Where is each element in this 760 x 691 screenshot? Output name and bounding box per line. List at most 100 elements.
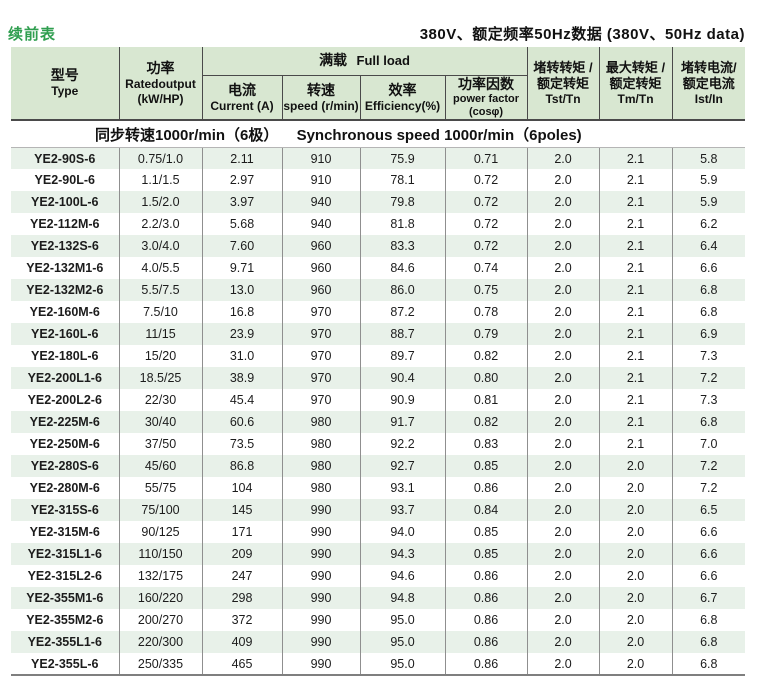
- cell-type: YE2-355M1-6: [11, 587, 119, 610]
- cell-tst_tn: 2.0: [526, 411, 600, 434]
- cell-current: 45.4: [201, 389, 282, 412]
- cell-ist_in: 7.0: [671, 433, 746, 456]
- cell-current: 86.8: [201, 455, 282, 478]
- cell-power_factor: 0.72: [444, 169, 528, 192]
- cell-current: 60.6: [201, 411, 282, 434]
- cell-speed: 970: [281, 301, 360, 324]
- speed-en: speed (r/min): [283, 98, 359, 113]
- cell-tm_tn: 2.1: [598, 213, 673, 236]
- cell-power_factor: 0.82: [444, 411, 528, 434]
- cell-tst_tn: 2.0: [526, 455, 600, 478]
- cell-tst_tn: 2.0: [526, 543, 600, 566]
- cell-efficiency: 93.1: [359, 477, 445, 500]
- cell-ist_in: 6.2: [671, 213, 746, 236]
- cell-tm_tn: 2.1: [598, 279, 673, 302]
- column-header-current: 电流 Current (A): [201, 75, 282, 122]
- cell-power_factor: 0.85: [444, 543, 528, 566]
- cell-ist_in: 7.2: [671, 477, 746, 500]
- cell-type: YE2-355M2-6: [11, 609, 119, 632]
- cell-current: 2.97: [201, 169, 282, 192]
- cell-power_factor: 0.82: [444, 345, 528, 368]
- cell-power_factor: 0.86: [444, 653, 528, 677]
- table-row: YE2-315L2-6 132/175 247 990 94.6 0.86 2.0 2.0 6.…: [11, 565, 746, 588]
- cell-ist_in: 6.8: [671, 279, 746, 302]
- cell-efficiency: 95.0: [359, 631, 445, 654]
- motor-spec-table: 型号 Type 功率 Ratedoutput (kW/HP) 满载 Full l…: [11, 47, 746, 677]
- cell-power: 1.5/2.0: [118, 191, 202, 214]
- cell-current: 409: [201, 631, 282, 654]
- cell-tm_tn: 2.0: [598, 499, 673, 522]
- tst-tn-en: Tst/Tn: [545, 91, 581, 106]
- table-row: YE2-315M-6 90/125 171 990 94.0 0.85 2.0 2.0 6.6: [11, 521, 746, 544]
- tm-tn-en: Tm/Tn: [617, 91, 654, 106]
- cell-efficiency: 86.0: [359, 279, 445, 302]
- cell-efficiency: 94.3: [359, 543, 445, 566]
- cell-speed: 970: [281, 389, 360, 412]
- cell-current: 16.8: [201, 301, 282, 324]
- cell-tst_tn: 2.0: [526, 301, 600, 324]
- cell-power: 1.1/1.5: [118, 169, 202, 192]
- cell-efficiency: 91.7: [359, 411, 445, 434]
- cell-tst_tn: 2.0: [526, 257, 600, 280]
- cell-ist_in: 7.3: [671, 345, 746, 368]
- cell-power: 37/50: [118, 433, 202, 456]
- cell-current: 5.68: [201, 213, 282, 236]
- cell-current: 9.71: [201, 257, 282, 280]
- cell-speed: 990: [281, 609, 360, 632]
- tm-tn-zh1: 最大转矩 /: [605, 60, 666, 76]
- cell-tst_tn: 2.0: [526, 367, 600, 390]
- cell-tm_tn: 2.0: [598, 477, 673, 500]
- table-row: YE2-160L-6 11/15 23.9 970 88.7 0.79 2.0 2.1 6.9: [11, 323, 746, 346]
- full-load-en: Full load: [356, 52, 410, 68]
- cell-current: 7.60: [201, 235, 282, 258]
- cell-type: YE2-100L-6: [11, 191, 119, 214]
- cell-tm_tn: 2.1: [598, 389, 673, 412]
- cell-tm_tn: 2.0: [598, 455, 673, 478]
- cell-type: YE2-112M-6: [11, 213, 119, 236]
- cell-current: 38.9: [201, 367, 282, 390]
- cell-power_factor: 0.84: [444, 499, 528, 522]
- cell-speed: 990: [281, 653, 360, 677]
- cell-type: YE2-90S-6: [11, 147, 119, 170]
- power-factor-zh: 功率因数: [458, 75, 515, 92]
- cell-efficiency: 81.8: [359, 213, 445, 236]
- cell-power_factor: 0.86: [444, 587, 528, 610]
- cell-tm_tn: 2.1: [598, 169, 673, 192]
- cell-ist_in: 6.4: [671, 235, 746, 258]
- cell-tm_tn: 2.1: [598, 433, 673, 456]
- cell-type: YE2-160L-6: [11, 323, 119, 346]
- cell-speed: 980: [281, 477, 360, 500]
- cell-power: 200/270: [118, 609, 202, 632]
- cell-tst_tn: 2.0: [526, 323, 600, 346]
- cell-ist_in: 7.3: [671, 389, 746, 412]
- table-row: YE2-180L-6 15/20 31.0 970 89.7 0.82 2.0 2.1 7.3: [11, 345, 746, 368]
- table-row: YE2-132M1-6 4.0/5.5 9.71 960 84.6 0.74 2.0 2.1 6…: [11, 257, 746, 280]
- cell-power: 250/335: [118, 653, 202, 677]
- cell-tst_tn: 2.0: [526, 235, 600, 258]
- cell-tst_tn: 2.0: [526, 477, 600, 500]
- table-row: YE2-315S-6 75/100 145 990 93.7 0.84 2.0 2.0 6.5: [11, 499, 746, 522]
- cell-ist_in: 6.6: [671, 565, 746, 588]
- column-header-power-zh: 功率: [146, 60, 175, 77]
- cell-tm_tn: 2.0: [598, 631, 673, 654]
- cell-current: 13.0: [201, 279, 282, 302]
- cell-ist_in: 6.6: [671, 257, 746, 280]
- cell-power_factor: 0.83: [444, 433, 528, 456]
- cell-tm_tn: 2.0: [598, 609, 673, 632]
- cell-tst_tn: 2.0: [526, 213, 600, 236]
- cell-type: YE2-132M1-6: [11, 257, 119, 280]
- cell-current: 31.0: [201, 345, 282, 368]
- cell-efficiency: 75.9: [359, 147, 445, 170]
- cell-power_factor: 0.72: [444, 191, 528, 214]
- cell-power: 0.75/1.0: [118, 147, 202, 170]
- cell-power: 4.0/5.5: [118, 257, 202, 280]
- cell-type: YE2-225M-6: [11, 411, 119, 434]
- cell-tm_tn: 2.1: [598, 257, 673, 280]
- cell-power: 7.5/10: [118, 301, 202, 324]
- cell-ist_in: 6.8: [671, 653, 746, 677]
- cell-tst_tn: 2.0: [526, 609, 600, 632]
- cell-current: 73.5: [201, 433, 282, 456]
- cell-speed: 940: [281, 213, 360, 236]
- cell-ist_in: 5.9: [671, 191, 746, 214]
- table-row: YE2-355L1-6 220/300 409 990 95.0 0.86 2.0 2.0 6.…: [11, 631, 746, 654]
